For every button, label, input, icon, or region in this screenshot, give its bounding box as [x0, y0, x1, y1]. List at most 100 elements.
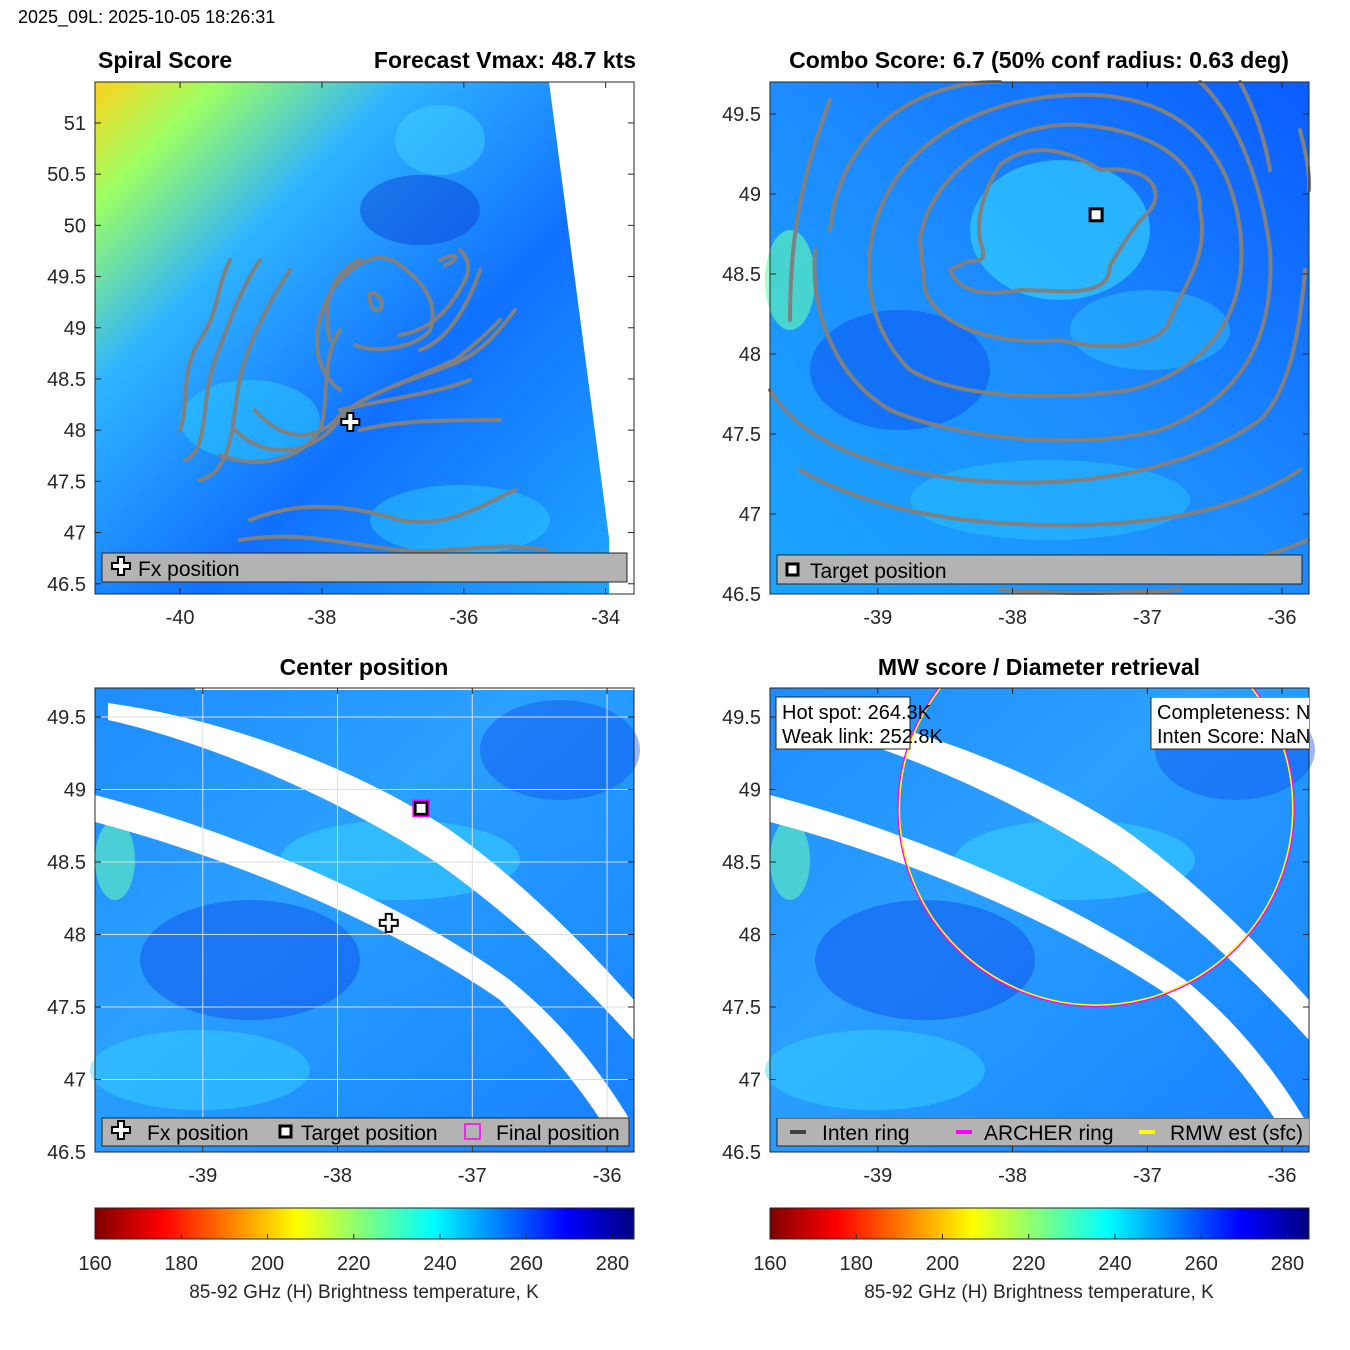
center-swath-gap-lower: [95, 795, 630, 1135]
y-tick-label: 48.5: [47, 852, 86, 874]
combo-contours: [768, 79, 1312, 595]
y-tick-label: 48: [64, 925, 86, 947]
y-tick-label: 46.5: [722, 1142, 761, 1164]
y-tick-label: 47: [739, 1070, 761, 1092]
y-tick-label: 46.5: [47, 1142, 86, 1164]
spiral-title: Spiral Score: [98, 47, 232, 73]
center-feature: [140, 900, 360, 1020]
combo-score-panel: Combo Score: 6.7 (50% conf radius: 0.63 …: [722, 47, 1312, 629]
mw-ticks: -39 -38 -37 -36 46.5 47 47.5 48 48.5 49 49.5: [722, 688, 1309, 1187]
spiral-swath: [95, 82, 609, 594]
spiral-score-panel: Spiral Score Forecast Vmax: 48.7 kts: [47, 47, 636, 629]
y-tick-label: 46.5: [722, 584, 761, 606]
colorbar-tick-label: 160: [78, 1253, 111, 1275]
combo-feature: [810, 310, 990, 430]
y-tick-label: 48: [64, 420, 86, 442]
colorbar-tick-label: 240: [423, 1253, 456, 1275]
legend-rmw-ring: RMW est (sfc): [1170, 1122, 1303, 1145]
x-tick-label: -38: [998, 1165, 1027, 1187]
colorbar-tick-label: 260: [510, 1253, 543, 1275]
x-tick-label: -37: [1133, 1165, 1162, 1187]
combo-axes-box: [769, 81, 1310, 595]
x-tick-label: -40: [166, 607, 195, 629]
rmw-ring: [898, 688, 1294, 1006]
legend-target-position: Target position: [301, 1122, 438, 1145]
spiral-feature: [180, 380, 320, 460]
mw-score-panel: MW score / Diameter retrieval -39 -38 -37-…: [722, 654, 1336, 1187]
y-tick-label: 49.5: [722, 104, 761, 126]
y-tick-label: 48: [739, 925, 761, 947]
legend-fx-position: Fx position: [147, 1122, 249, 1145]
y-tick-label: 47.5: [722, 424, 761, 446]
center-feature: [95, 820, 135, 900]
mw-axes-box: [769, 687, 1310, 1153]
colorbar-tick-label: 200: [251, 1253, 284, 1275]
colorbar-left: 160 180 200 220 240 260 280 85-92 GHz (H) Brig…: [78, 1207, 635, 1303]
y-tick-label: 48.5: [47, 369, 86, 391]
x-tick-label: -39: [188, 1165, 217, 1187]
target-position-marker: [1088, 207, 1104, 223]
colorbar-tick-label: 200: [926, 1253, 959, 1275]
x-tick-label: -38: [323, 1165, 352, 1187]
y-tick-label: 51: [64, 113, 86, 135]
x-tick-label: -37: [1133, 607, 1162, 629]
fx-position-marker: [378, 912, 399, 933]
colorbar-left-label: 85-92 GHz (H) Brightness temperature, K: [189, 1282, 539, 1303]
colorbar-tick-label: 180: [840, 1253, 873, 1275]
x-tick-label: -39: [863, 607, 892, 629]
final-position-marker: [412, 799, 430, 818]
center-legend: Fx position Target position Final positi…: [101, 1117, 630, 1147]
x-tick-label: -34: [591, 607, 620, 629]
completeness-text: Completeness: NaN: [1157, 702, 1336, 724]
colorbar-left-ticks: 160 180 200 220 240 260 280: [78, 1234, 629, 1275]
center-feature: [480, 700, 640, 800]
y-tick-label: 48.5: [722, 264, 761, 286]
colorbar-right-ticks: 160 180 200 220 240 260 280: [753, 1234, 1304, 1275]
y-tick-label: 47.5: [722, 997, 761, 1019]
spiral-feature: [395, 105, 485, 175]
legend-archer-ring: ARCHER ring: [984, 1122, 1114, 1145]
combo-ticks: -39 -38 -37 -36 46.5 47 47.5 48 48.5 49 49.5: [722, 82, 1309, 629]
colorbar-tick-label: 180: [165, 1253, 198, 1275]
y-tick-label: 46.5: [47, 574, 86, 596]
center-title: Center position: [280, 654, 449, 680]
legend-inten-ring: Inten ring: [822, 1122, 910, 1145]
y-tick-label: 48: [739, 344, 761, 366]
mw-annotation-left: Hot spot: 264.3K Weak link: 252.8K: [775, 696, 943, 750]
mw-swath-gap-lower: [770, 795, 1305, 1135]
y-tick-label: 47: [739, 504, 761, 526]
colorbar-tick-label: 160: [753, 1253, 786, 1275]
y-tick-label: 49: [64, 780, 86, 802]
center-position-panel: Center position -39 -38 -37 -36 46.5 47 47.5 48…: [47, 654, 640, 1187]
y-tick-label: 50.5: [47, 164, 86, 186]
combo-feature: [970, 160, 1150, 300]
mw-feature: [770, 820, 810, 900]
y-tick-label: 47.5: [47, 997, 86, 1019]
spiral-feature: [360, 175, 480, 245]
weak-link-text: Weak link: 252.8K: [782, 726, 943, 748]
mw-annotation-right: Completeness: NaN Inten Score: NaN: [1150, 697, 1336, 750]
colorbar-tick-label: 280: [596, 1253, 629, 1275]
y-tick-label: 49.5: [722, 707, 761, 729]
y-tick-label: 50: [64, 215, 86, 237]
center-feature: [90, 1030, 310, 1110]
mw-rings: [897, 688, 1295, 1008]
spiral-axes-box: [94, 81, 635, 595]
x-tick-label: -36: [1268, 1165, 1297, 1187]
center-ticks: -39 -38 -37 -36 46.5 47 47.5 48 48.5 49 49.5: [47, 688, 634, 1187]
spiral-legend: Fx position: [101, 552, 628, 583]
y-tick-label: 49.5: [47, 267, 86, 289]
x-tick-label: -37: [458, 1165, 487, 1187]
x-tick-label: -38: [307, 607, 336, 629]
legend-final-position: Final position: [496, 1122, 620, 1145]
y-tick-label: 49: [739, 780, 761, 802]
colorbar-right-label: 85-92 GHz (H) Brightness temperature, K: [864, 1282, 1214, 1303]
x-tick-label: -36: [449, 607, 478, 629]
colorbar-tick-label: 240: [1098, 1253, 1131, 1275]
colorbar-tick-label: 220: [1012, 1253, 1045, 1275]
legend-target-position: Target position: [810, 560, 947, 583]
colorbar-tick-label: 280: [1271, 1253, 1304, 1275]
combo-legend: Target position: [776, 554, 1303, 585]
y-tick-label: 49: [64, 318, 86, 340]
center-axes-box: [94, 687, 635, 1153]
